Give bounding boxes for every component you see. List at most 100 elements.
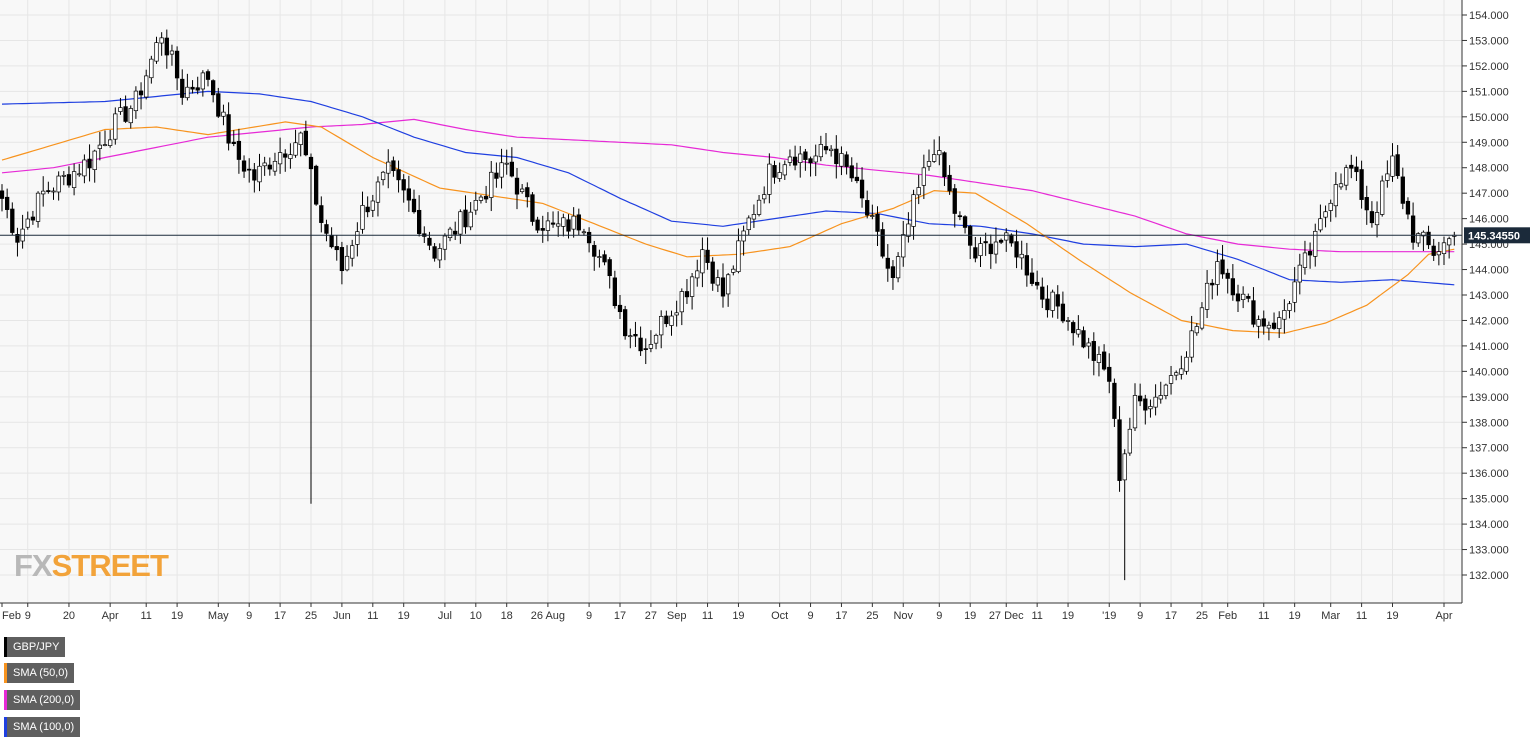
candle-body <box>602 254 607 263</box>
candle-body <box>556 223 561 227</box>
candle-body <box>1395 154 1400 177</box>
candle-body <box>236 140 242 160</box>
candle-body <box>97 144 103 149</box>
candle-body <box>901 234 906 258</box>
x-tick-label: 11 <box>367 610 378 622</box>
candlestick-chart[interactable]: 132.000 133.000 134.000 135.000 136.000 137.0… <box>0 0 1534 626</box>
y-tick-label: 144.000 <box>1469 265 1509 277</box>
candle-body <box>1220 259 1225 275</box>
candle-body <box>617 304 623 313</box>
candle-body <box>854 176 860 182</box>
candle-body <box>684 291 690 298</box>
x-tick-label: Oct <box>771 610 788 622</box>
candle-body <box>221 111 226 117</box>
candle-body <box>391 160 396 172</box>
x-tick-label: 19 <box>1386 610 1398 622</box>
candle-body <box>25 218 30 228</box>
candle-body <box>360 205 365 230</box>
candle-body <box>628 335 633 338</box>
candle-body <box>823 146 829 151</box>
candle-body <box>1158 395 1163 400</box>
candle-body <box>988 243 993 255</box>
candle-body <box>674 312 679 316</box>
y-tick-label: 142.000 <box>1469 315 1509 327</box>
legend-swatch <box>4 690 7 710</box>
legend-item-sma50[interactable]: SMA (50,0) <box>4 663 75 683</box>
x-tick-label: 9 <box>586 610 592 622</box>
candle-body <box>77 173 82 176</box>
candle-body <box>633 333 638 337</box>
last-price-tag: 145.34550 <box>1464 227 1530 244</box>
candle-body <box>1045 298 1050 311</box>
candle-body <box>288 154 293 159</box>
x-tick-label: 25 <box>305 610 317 622</box>
candle-body <box>514 177 520 195</box>
candle-body <box>61 174 66 177</box>
candle-body <box>1034 281 1040 286</box>
x-tick-label: Mar <box>1321 610 1340 622</box>
candle-body <box>895 256 901 279</box>
y-tick-label: 135.000 <box>1469 494 1509 506</box>
candle-body <box>1014 241 1019 258</box>
candle-body <box>581 231 587 234</box>
legend-item-gbpjpy[interactable]: GBP/JPY <box>4 637 66 657</box>
candle-body <box>51 190 56 193</box>
logo-part2: STREET <box>51 548 169 583</box>
candle-body <box>257 165 262 183</box>
candle-body <box>653 334 659 344</box>
candle-body <box>1065 320 1071 322</box>
candle-body <box>808 158 813 164</box>
x-tick-label: 10 <box>470 610 482 622</box>
candle-body <box>1323 211 1328 218</box>
candle-body <box>1287 303 1292 311</box>
sma50-line <box>1 121 1455 334</box>
x-tick-label: 11 <box>1356 610 1367 622</box>
candle-body <box>314 165 319 205</box>
candle-body <box>1112 382 1117 419</box>
candle-body <box>252 169 257 181</box>
candle-body <box>386 161 391 174</box>
candle-body <box>1318 218 1323 231</box>
candle-body <box>355 231 360 245</box>
candle-body <box>1297 264 1302 283</box>
legend-item-sma100[interactable]: SMA (100,0) <box>4 717 81 737</box>
candle-body <box>401 179 406 191</box>
candle-body <box>782 164 787 176</box>
candle-body <box>1307 251 1313 256</box>
candle-body <box>957 215 963 218</box>
candle-body <box>1040 286 1045 300</box>
candle-body <box>1369 211 1375 224</box>
candle-body <box>772 165 777 178</box>
candle-body <box>597 256 602 258</box>
y-tick-label: 134.000 <box>1469 519 1509 531</box>
candle-body <box>1163 384 1169 396</box>
candle-body <box>473 200 478 211</box>
x-tick-label: 25 <box>1196 610 1208 622</box>
candle-body <box>1009 234 1014 244</box>
candle-body <box>1349 164 1354 169</box>
candle-body <box>937 150 942 156</box>
x-tick-label: 26 Aug <box>531 610 565 622</box>
legend-item-sma200[interactable]: SMA (200,0) <box>4 690 81 710</box>
x-tick-label: 27 <box>645 610 657 622</box>
candle-body <box>478 196 484 201</box>
candle-body <box>190 86 195 90</box>
sma200-line <box>1 118 1455 253</box>
candle-body <box>324 224 329 234</box>
x-tick-label: 19 <box>1289 610 1301 622</box>
x-tick-label: 19 <box>398 610 410 622</box>
candle-body <box>1328 202 1333 211</box>
x-tick-label: 25 <box>866 610 878 622</box>
candle-body <box>350 245 355 259</box>
candle-body <box>406 188 411 201</box>
candle-body <box>762 194 767 200</box>
candle-body <box>1060 303 1066 322</box>
candle-body <box>916 187 921 196</box>
candle-body <box>66 174 72 186</box>
candle-body <box>1024 255 1030 276</box>
x-tick-label: Feb <box>1218 610 1237 622</box>
candle-body <box>1132 395 1138 429</box>
candle-body <box>504 162 509 165</box>
candle-body <box>1050 291 1055 311</box>
candle-body <box>154 42 159 62</box>
